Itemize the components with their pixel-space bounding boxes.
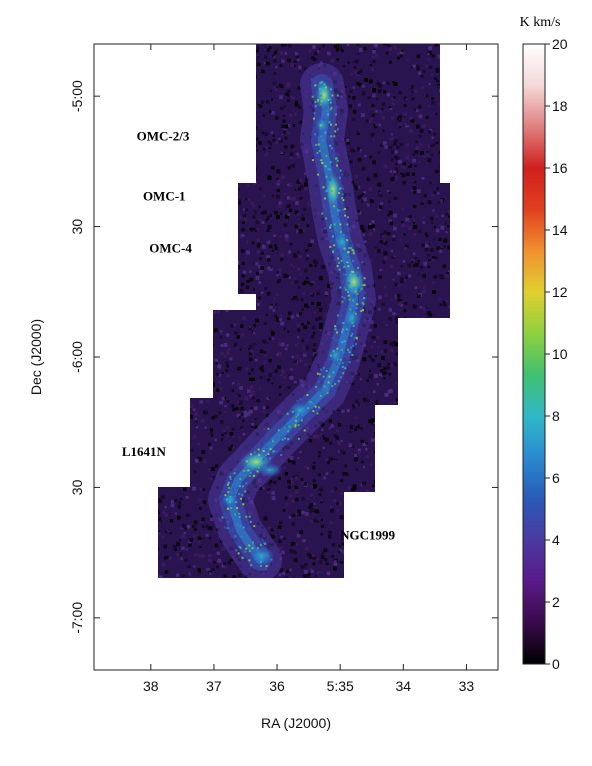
y-axis-ticks: -5:00 30 -6:00 30 -7:00: [69, 80, 498, 634]
colorbar-tick-label: 14: [552, 222, 568, 238]
y-tick-label: -7:00: [69, 602, 85, 634]
y-tick-label: 30: [69, 219, 85, 235]
x-tick-label: 36: [269, 678, 285, 694]
region-label: OMC-4: [149, 241, 192, 256]
colorbar-tick-label: 8: [552, 408, 560, 424]
y-tick-label: 30: [69, 479, 85, 495]
region-label: OMC-1: [143, 189, 186, 204]
colorbar-tick-label: 10: [552, 346, 568, 362]
colorbar-unit: K km/s: [520, 15, 561, 30]
region-label: NGC1999: [340, 528, 395, 543]
y-tick-label: -5:00: [69, 80, 85, 112]
colorbar-ticks: 0 2 4 6 8 10 12 14 16 18 20: [545, 36, 568, 672]
colorbar-tick-label: 16: [552, 160, 568, 176]
y-tick-label: -6:00: [69, 341, 85, 373]
x-axis-title: RA (J2000): [261, 715, 331, 731]
colorbar-tick-label: 6: [552, 470, 560, 486]
x-tick-label: 34: [396, 678, 412, 694]
colorbar-tick-label: 18: [552, 98, 568, 114]
x-axis-ticks: 38 37 36 5:35 34 33: [143, 44, 474, 694]
colorbar-tick-label: 20: [552, 36, 568, 52]
colorbar-tick-label: 12: [552, 284, 568, 300]
x-tick-label: 33: [459, 678, 475, 694]
intensity-map: [158, 44, 450, 578]
region-labels: OMC-2/3 OMC-1 OMC-4 L1641N NGC1999: [122, 129, 396, 543]
y-axis-title: Dec (J2000): [28, 319, 44, 395]
colorbar: [522, 43, 546, 665]
colorbar-tick-label: 2: [552, 594, 560, 610]
region-label: L1641N: [122, 444, 167, 459]
x-tick-label: 37: [206, 678, 222, 694]
x-tick-label: 38: [143, 678, 159, 694]
colorbar-tick-label: 4: [552, 532, 560, 548]
x-tick-label: 5:35: [327, 678, 354, 694]
region-label: OMC-2/3: [137, 129, 190, 144]
colorbar-tick-label: 0: [552, 656, 560, 672]
